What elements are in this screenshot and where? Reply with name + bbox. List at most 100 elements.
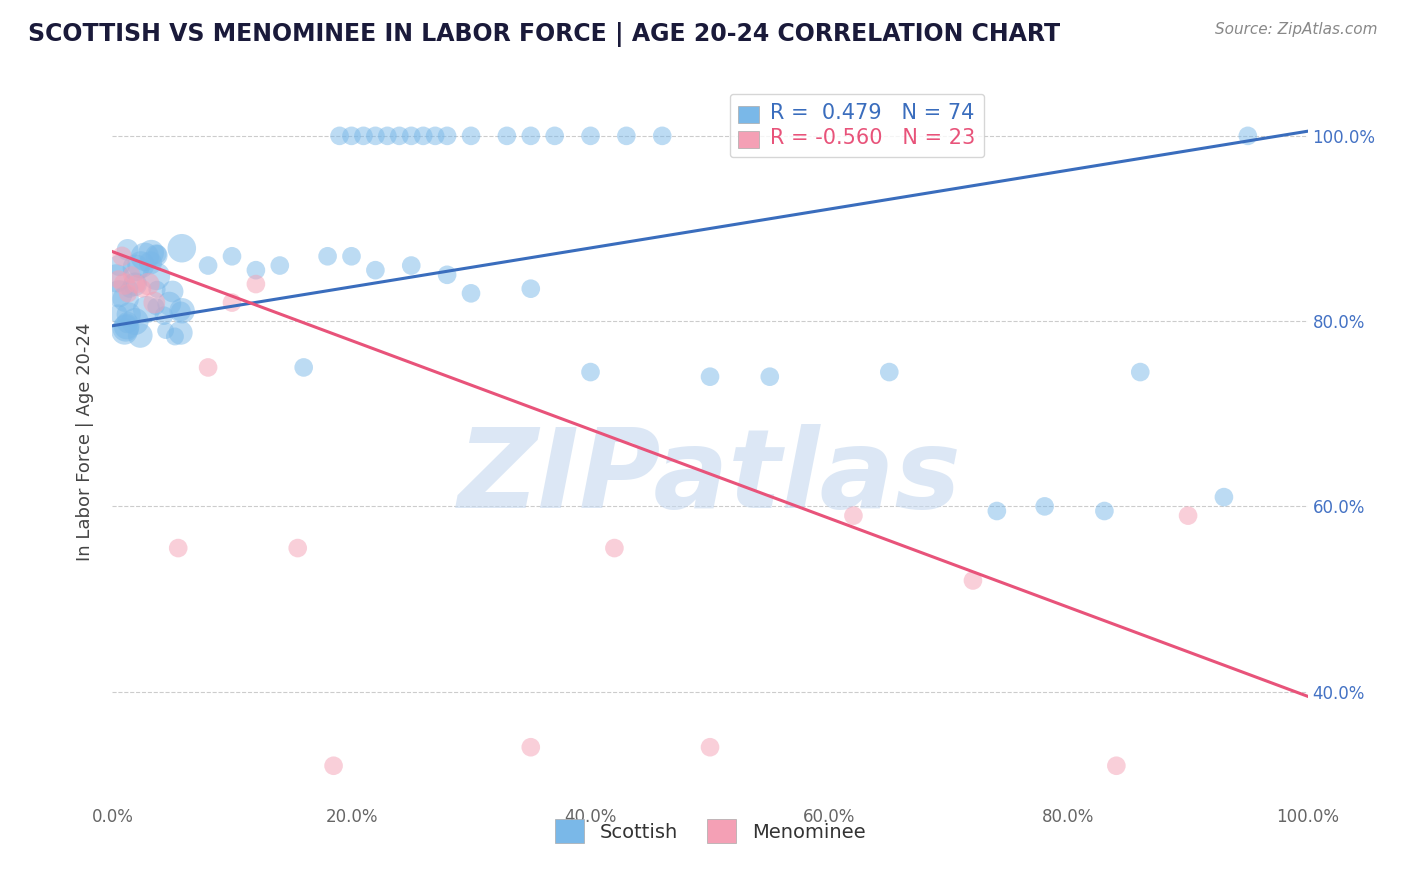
Point [124, 314, 146, 328]
Point [1213, 490, 1236, 504]
Point [340, 249, 363, 263]
Point [292, 360, 315, 375]
Point [1105, 758, 1128, 772]
Point [221, 295, 243, 310]
Point [172, 303, 194, 318]
Point [170, 304, 193, 318]
Point [364, 263, 387, 277]
Point [245, 277, 267, 291]
Legend: Scottish, Menominee: Scottish, Menominee [547, 812, 873, 851]
Point [155, 324, 177, 338]
Point [114, 292, 136, 306]
Point [115, 319, 138, 334]
Point [616, 128, 638, 143]
Point [163, 329, 186, 343]
Point [111, 249, 134, 263]
Point [412, 128, 434, 143]
Point [316, 249, 339, 263]
Point [699, 740, 721, 755]
Point [364, 128, 387, 143]
Point [352, 128, 374, 143]
Point [134, 250, 156, 264]
Point [124, 277, 146, 292]
Point [579, 128, 602, 143]
Point [603, 541, 626, 555]
Point [118, 282, 141, 296]
Y-axis label: In Labor Force | Age 20-24: In Labor Force | Age 20-24 [76, 322, 94, 561]
Point [114, 277, 135, 291]
Point [131, 282, 153, 296]
Point [460, 286, 482, 301]
Point [125, 277, 148, 291]
Point [114, 321, 136, 335]
Point [401, 128, 423, 143]
Point [543, 128, 565, 143]
Point [145, 300, 167, 314]
Point [520, 740, 543, 755]
Point [879, 365, 901, 379]
Point [436, 128, 458, 143]
Point [197, 360, 219, 375]
Point [114, 325, 136, 339]
Point [167, 541, 190, 555]
Point [105, 271, 128, 285]
Text: Source: ZipAtlas.com: Source: ZipAtlas.com [1215, 22, 1378, 37]
Point [107, 307, 129, 321]
Point [107, 272, 129, 286]
Point [117, 316, 139, 330]
Point [139, 256, 162, 270]
Point [162, 285, 184, 299]
Point [221, 249, 243, 263]
Point [1033, 500, 1056, 514]
Point [170, 241, 193, 255]
Point [340, 128, 363, 143]
Point [129, 328, 152, 343]
Point [496, 128, 519, 143]
Point [699, 369, 721, 384]
Point [117, 286, 139, 301]
Point [153, 309, 176, 323]
Point [329, 128, 352, 143]
Point [579, 365, 602, 379]
Point [1147, 870, 1170, 884]
Point [197, 259, 219, 273]
Point [401, 259, 423, 273]
Point [141, 245, 163, 260]
Point [425, 128, 447, 143]
Point [143, 295, 166, 310]
Point [986, 504, 1008, 518]
Point [962, 574, 984, 588]
Point [117, 243, 139, 257]
Point [759, 369, 782, 384]
Point [125, 260, 148, 275]
Point [287, 541, 309, 555]
Text: ZIPatlas: ZIPatlas [458, 425, 962, 531]
Point [1094, 504, 1116, 518]
Point [460, 128, 482, 143]
Point [322, 758, 344, 772]
Point [108, 286, 131, 301]
Point [388, 128, 411, 143]
Point [245, 263, 267, 277]
Point [520, 128, 543, 143]
Point [146, 282, 169, 296]
Point [145, 269, 167, 284]
Point [157, 296, 180, 310]
Point [169, 326, 191, 340]
Point [146, 247, 169, 261]
Point [520, 282, 543, 296]
Point [377, 128, 399, 143]
Point [145, 248, 167, 262]
Text: SCOTTISH VS MENOMINEE IN LABOR FORCE | AGE 20-24 CORRELATION CHART: SCOTTISH VS MENOMINEE IN LABOR FORCE | A… [28, 22, 1060, 47]
Point [129, 258, 152, 272]
Point [651, 128, 673, 143]
Point [1177, 508, 1199, 523]
Point [269, 259, 291, 273]
Point [135, 302, 157, 317]
Point [436, 268, 458, 282]
Point [1129, 365, 1152, 379]
Point [108, 258, 131, 272]
Point [1237, 128, 1260, 143]
Point [842, 508, 865, 523]
Point [121, 268, 143, 282]
